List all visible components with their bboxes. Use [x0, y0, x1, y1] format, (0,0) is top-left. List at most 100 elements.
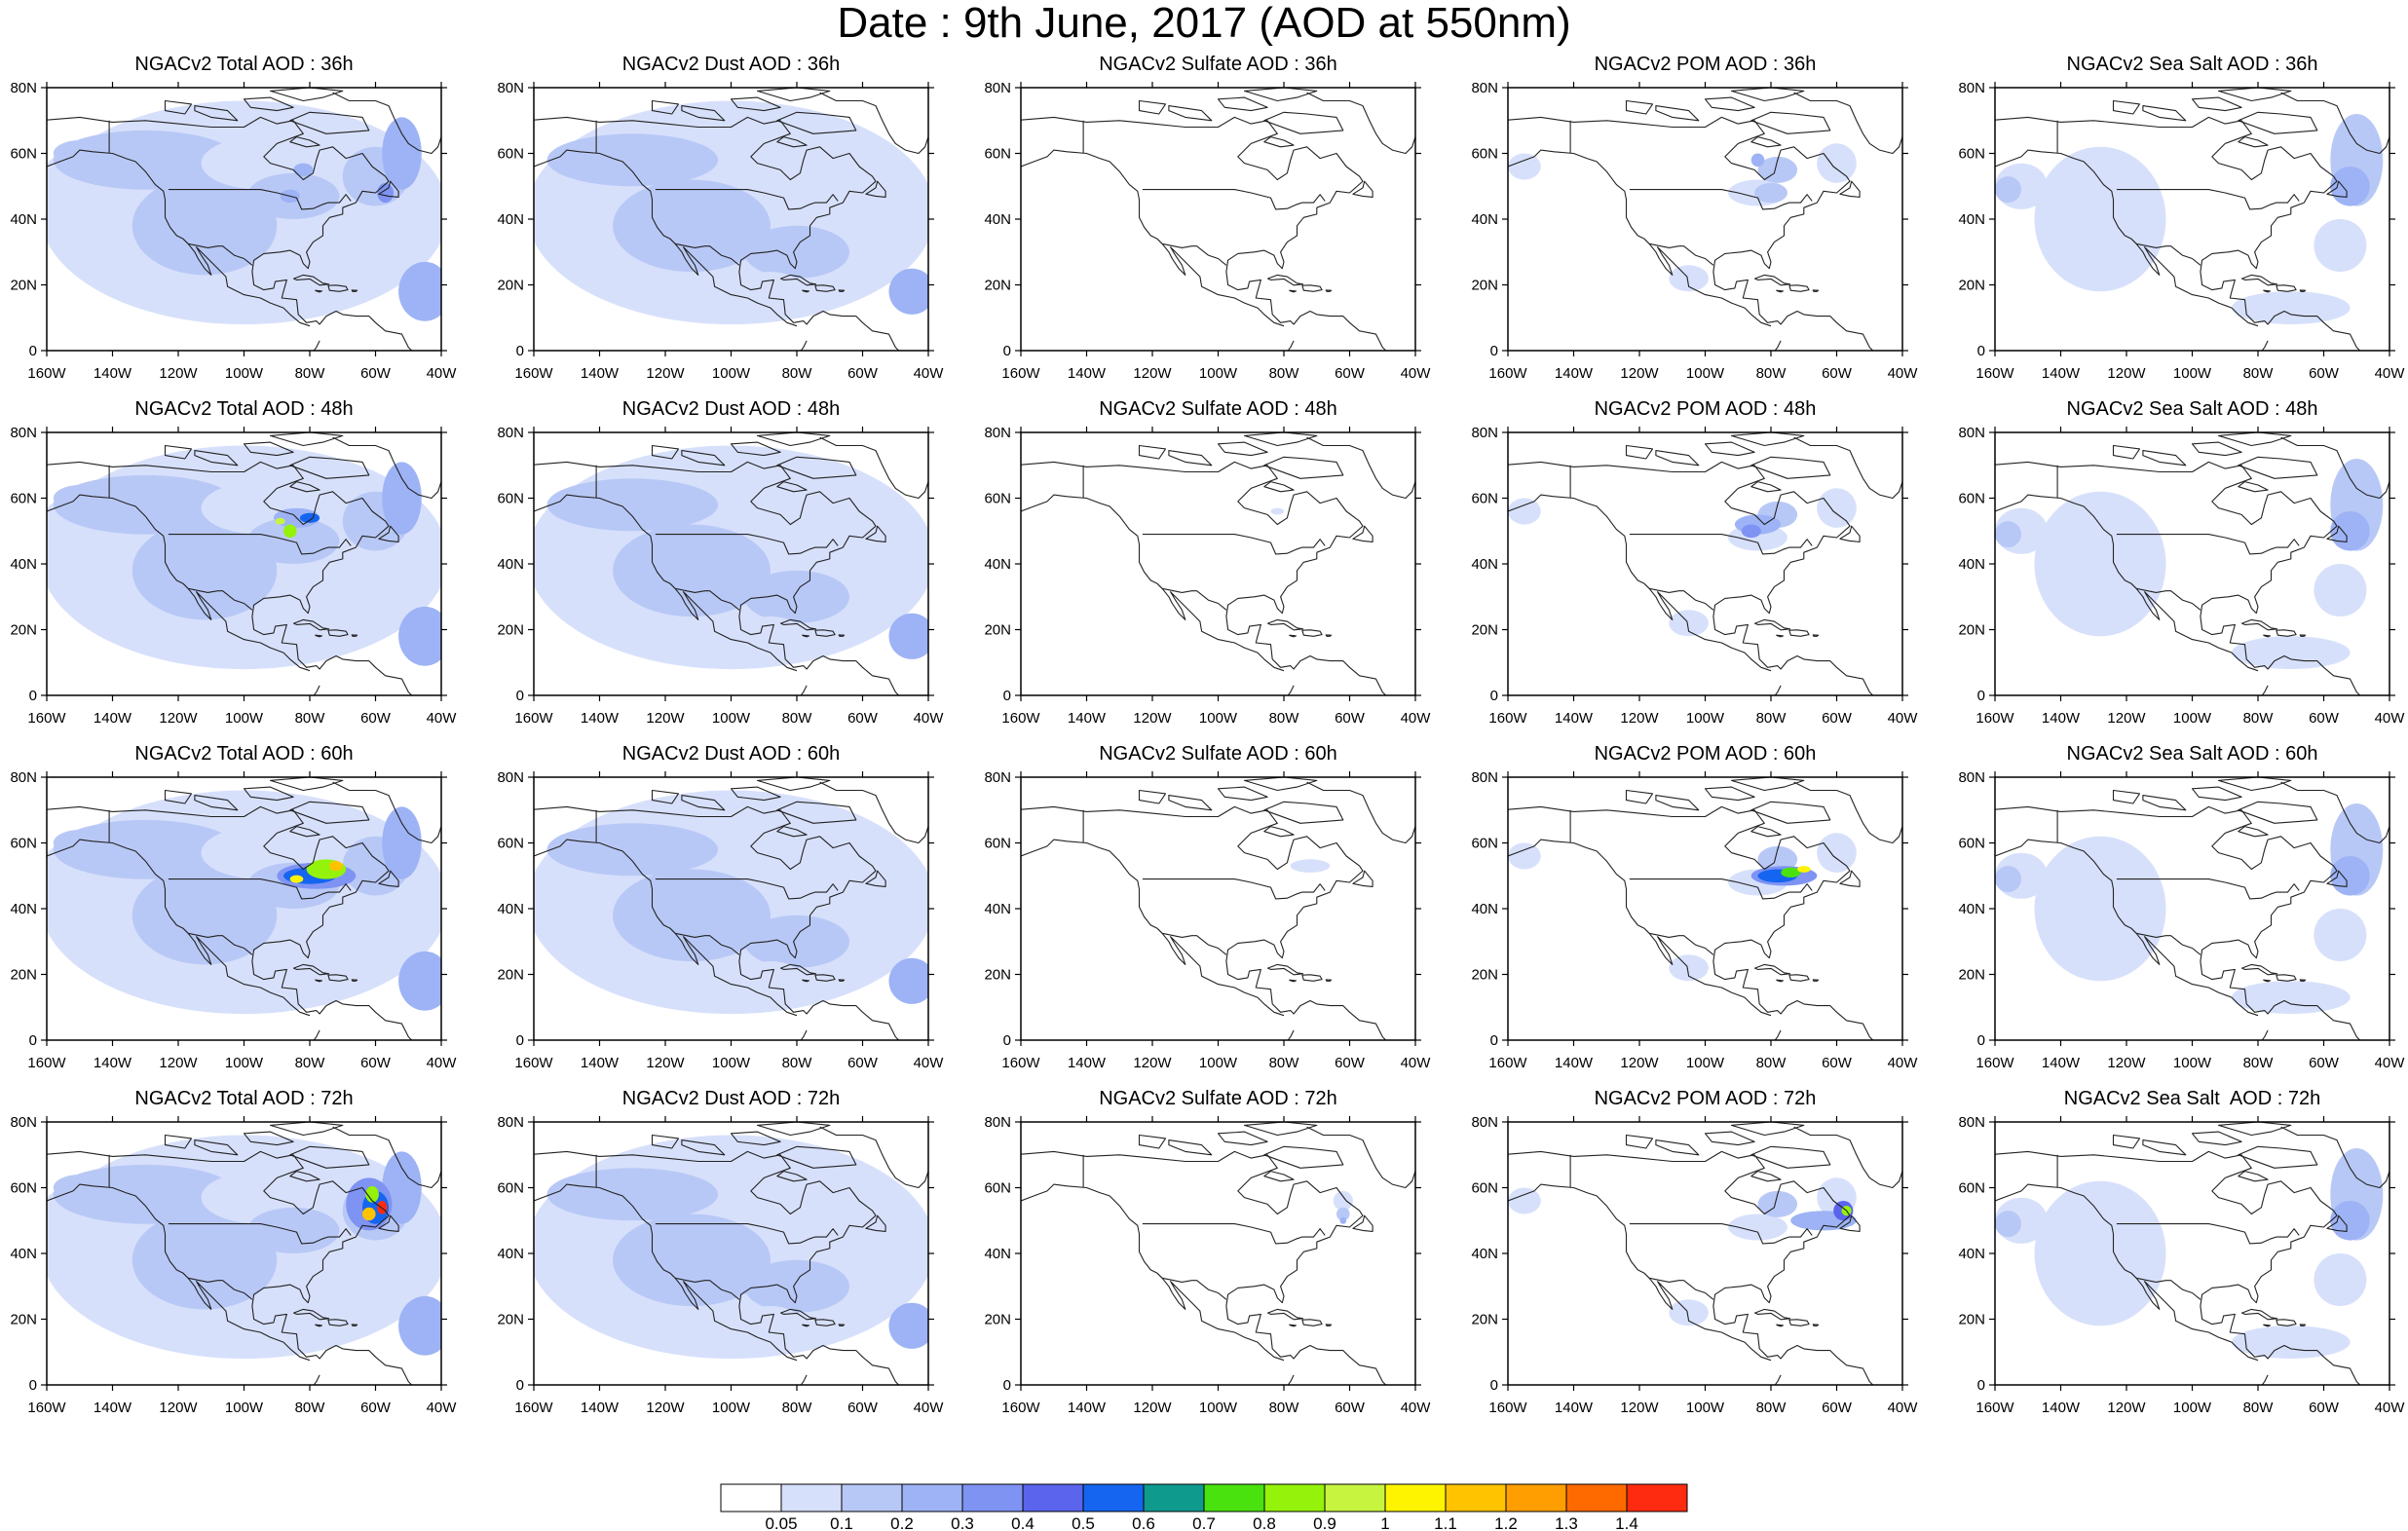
lat-tick-label: 40N — [984, 556, 1011, 573]
lon-tick-label: 160W — [1975, 1400, 2014, 1416]
lon-tick-label: 60W — [2309, 365, 2340, 382]
island-outline — [1138, 789, 1167, 804]
lon-tick-label: 120W — [2107, 1055, 2146, 1071]
map-background — [1508, 432, 1902, 695]
island-outline — [1301, 974, 1323, 982]
aod-contour — [2314, 564, 2367, 616]
island-outline — [289, 801, 370, 824]
island-outline — [292, 618, 330, 631]
island-outline — [289, 456, 370, 479]
coastline — [534, 461, 900, 695]
map-canvas: 80N 60N 40N 20N 0 160W 140W 120W 100W 80W 60W 40W — [1471, 769, 1918, 1071]
island-outline — [838, 634, 846, 637]
lon-tick-label: 40W — [914, 1055, 945, 1071]
coastline — [819, 436, 928, 500]
coastline — [1021, 149, 1285, 327]
lon-tick-label: 140W — [1555, 365, 1594, 382]
island-outline — [1776, 289, 1785, 293]
island-outline — [1325, 1324, 1333, 1326]
island-outline — [1839, 525, 1861, 542]
lon-tick-label: 100W — [2173, 365, 2212, 382]
map-panel-seasalt-72h: NGACv2 Sea Salt AOD : 72h 80N 60N 40N 20N 0 16… — [1946, 1083, 2408, 1416]
coastline — [1161, 932, 1227, 955]
panel-title: NGACv2 POM AOD : 36h — [1594, 54, 1817, 75]
lon-tick-label: 140W — [1068, 1400, 1107, 1416]
aod-contour — [2330, 1201, 2370, 1241]
island-outline — [779, 274, 817, 286]
aod-contour — [382, 462, 422, 535]
island-outline — [2263, 979, 2272, 983]
lon-tick-label: 160W — [1001, 1400, 1040, 1416]
island-outline — [730, 786, 781, 802]
island-outline — [756, 777, 831, 792]
lon-tick-label: 160W — [514, 365, 553, 382]
island-outline — [1625, 789, 1654, 804]
island-outline — [651, 1134, 680, 1149]
island-outline — [2191, 786, 2242, 802]
lat-tick-label: 20N — [1471, 278, 1498, 294]
island-outline — [2240, 274, 2278, 286]
lon-tick-label: 140W — [581, 710, 620, 727]
lon-tick-label: 120W — [646, 1055, 685, 1071]
coastline — [313, 1029, 320, 1040]
island-outline — [651, 444, 680, 460]
lon-tick-label: 60W — [847, 1055, 879, 1071]
colorbar-swatch — [1565, 1483, 1628, 1512]
map-canvas: 80N 60N 40N 20N 0 160W 140W 120W 100W 80W 60W 40W — [10, 425, 457, 727]
coastline — [674, 587, 740, 611]
coastline — [2261, 340, 2269, 351]
island-outline — [2217, 777, 2292, 792]
map-canvas: 80N 60N 40N 20N 0 160W 140W 120W 100W 80W 60W 40W — [984, 425, 1431, 727]
colorbar-label: 0.05 — [765, 1514, 797, 1531]
island-outline — [1753, 963, 1791, 976]
map-canvas: 80N 60N 40N 20N 0 160W 140W 120W 100W 80W 60W 40W — [10, 769, 457, 1071]
lat-tick-label: 80N — [497, 1114, 524, 1131]
lon-tick-label: 120W — [1133, 710, 1172, 727]
island-outline — [2240, 1308, 2278, 1321]
aod-contour — [1508, 153, 1541, 180]
island-outline — [1289, 1324, 1298, 1327]
panel-title: NGACv2 POM AOD : 72h — [1594, 1088, 1817, 1109]
island-outline — [2142, 795, 2187, 811]
island-outline — [1138, 1134, 1167, 1149]
coastline — [2116, 534, 2300, 555]
lat-tick-label: 40N — [984, 1246, 1011, 1262]
lon-tick-label: 80W — [1269, 365, 1300, 382]
lon-tick-label: 140W — [2042, 1055, 2081, 1071]
aod-contour — [2330, 511, 2370, 551]
coastline — [2135, 587, 2201, 611]
coastline — [1021, 461, 1387, 695]
lon-tick-label: 60W — [847, 710, 879, 727]
lon-tick-label: 60W — [1822, 1055, 1853, 1071]
lat-tick-label: 0 — [1003, 1377, 1011, 1394]
lat-tick-label: 20N — [1958, 1312, 1985, 1328]
coastline — [47, 461, 413, 695]
lon-tick-label: 40W — [1401, 365, 1432, 382]
colorbar-swatch — [1143, 1483, 1205, 1512]
lon-tick-label: 80W — [1269, 1400, 1300, 1416]
coastline — [534, 1150, 900, 1385]
coastline — [1021, 1150, 1387, 1385]
map-canvas: 80N 60N 40N 20N 0 160W 140W 120W 100W 80W 60W 40W — [497, 1114, 944, 1416]
island-outline — [2238, 1171, 2269, 1182]
lon-tick-label: 100W — [2173, 1400, 2212, 1416]
coastline — [1021, 494, 1285, 672]
aod-contour — [293, 163, 314, 177]
coastline — [1021, 839, 1285, 1017]
aod-contour — [1995, 176, 2021, 204]
coastline — [674, 243, 740, 266]
aod-contour — [2330, 856, 2370, 896]
lon-tick-label: 120W — [646, 710, 685, 727]
coastline — [313, 1374, 320, 1385]
coastline — [1629, 878, 1813, 900]
lon-tick-label: 100W — [225, 365, 264, 382]
lat-tick-label: 40N — [10, 1246, 37, 1262]
island-outline — [1168, 105, 1213, 122]
island-outline — [838, 289, 846, 292]
lon-tick-label: 140W — [1555, 1400, 1594, 1416]
coastline — [2280, 436, 2389, 500]
island-outline — [289, 111, 370, 134]
lon-tick-label: 140W — [581, 1055, 620, 1071]
coastline — [1774, 1029, 1782, 1040]
island-outline — [1788, 629, 1810, 637]
